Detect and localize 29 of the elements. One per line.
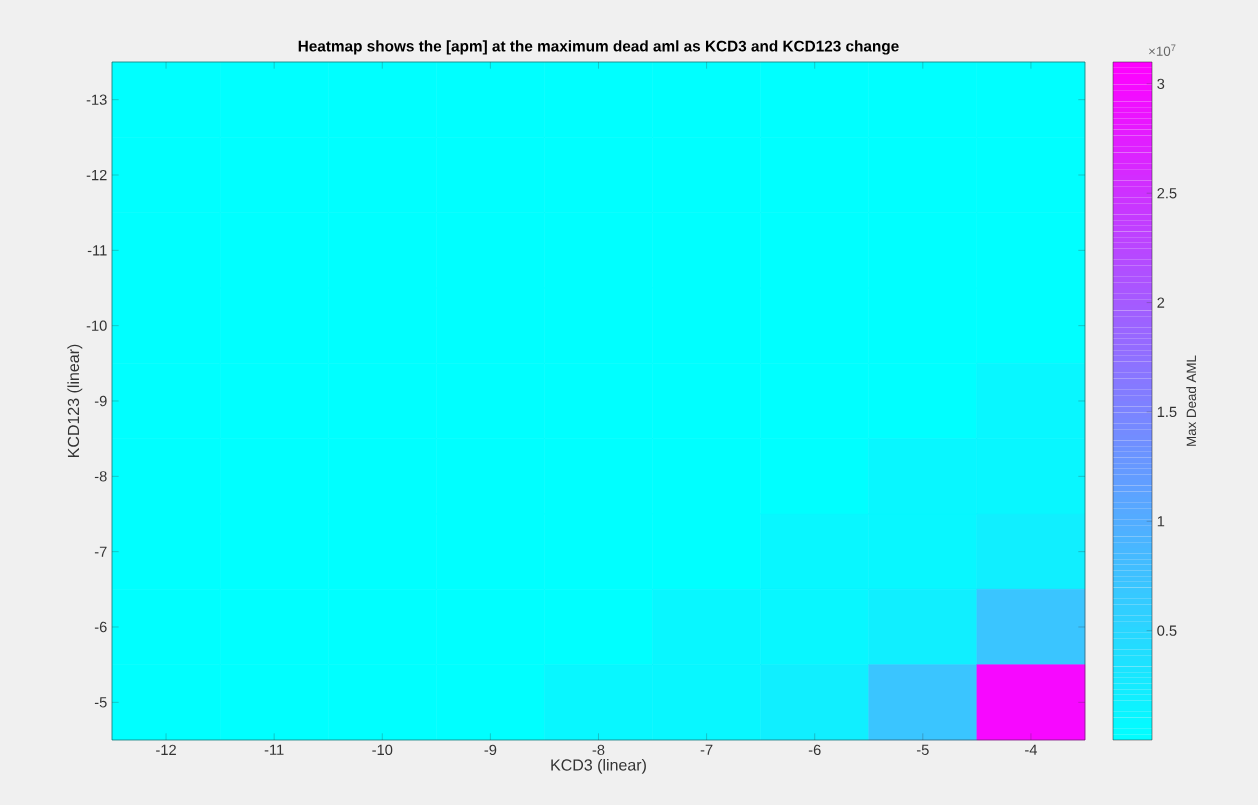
y-tick-label: -6 — [94, 621, 107, 633]
color-bar-label: 0.5 — [1157, 625, 1177, 636]
y-tick-label: -12 — [86, 169, 107, 181]
x-tick-label: -8 — [592, 744, 605, 756]
x-tick-label: -12 — [156, 744, 176, 755]
text: ×10$^{7}$ — [1149, 44, 1176, 56]
x-tick-label: -9 — [484, 744, 497, 756]
color-bar-title: Max Dead AML — [1186, 355, 1197, 446]
x-axis-title: KCD3 (linear) — [551, 758, 646, 774]
color-bar-label: 1.5 — [1157, 406, 1177, 418]
x-tick-label: -11 — [264, 744, 284, 755]
x-tick-label: -5 — [916, 744, 929, 755]
y-tick-label: -11 — [87, 245, 107, 256]
x-tick-label: -6 — [808, 744, 821, 756]
color-bar-label: 2 — [1157, 297, 1165, 308]
x-tick-label: -10 — [372, 744, 393, 756]
chart-title: Heatmap shows the [apm] at the maximum dead aml as KCD3 and KCD123 change — [298, 40, 899, 55]
y-tick-label: -13 — [86, 94, 107, 105]
y-tick-label: -8 — [94, 471, 107, 482]
y-tick-label: -10 — [86, 320, 107, 331]
color-bar-label: 3 — [1157, 78, 1165, 90]
y-tick-label: -9 — [94, 395, 107, 407]
color-bar-label: 1 — [1157, 516, 1165, 527]
y-axis-title: KCD123 (linear) — [67, 344, 83, 458]
y-tick-label: -7 — [94, 546, 107, 557]
x-tick-label: -7 — [700, 744, 713, 755]
x-tick-label: -4 — [1025, 744, 1038, 755]
color-bar-label: 2.5 — [1157, 188, 1177, 199]
y-tick-label: -5 — [94, 697, 107, 708]
